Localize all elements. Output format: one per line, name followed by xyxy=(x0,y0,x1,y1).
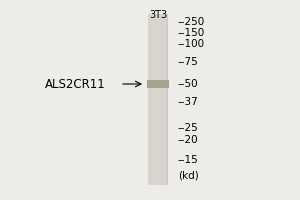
Text: --50: --50 xyxy=(178,79,199,89)
Text: --100: --100 xyxy=(178,39,205,49)
Bar xyxy=(148,14,168,185)
Text: --20: --20 xyxy=(178,135,199,145)
Text: (kd): (kd) xyxy=(178,171,199,181)
Text: --75: --75 xyxy=(178,57,199,67)
Bar xyxy=(147,80,169,88)
Text: --15: --15 xyxy=(178,155,199,165)
Text: --25: --25 xyxy=(178,123,199,133)
Text: 3T3: 3T3 xyxy=(149,10,167,20)
Text: --37: --37 xyxy=(178,97,199,107)
Text: --150: --150 xyxy=(178,28,205,38)
Text: --250: --250 xyxy=(178,17,205,27)
Text: ALS2CR11: ALS2CR11 xyxy=(45,77,105,90)
Bar xyxy=(166,14,168,185)
